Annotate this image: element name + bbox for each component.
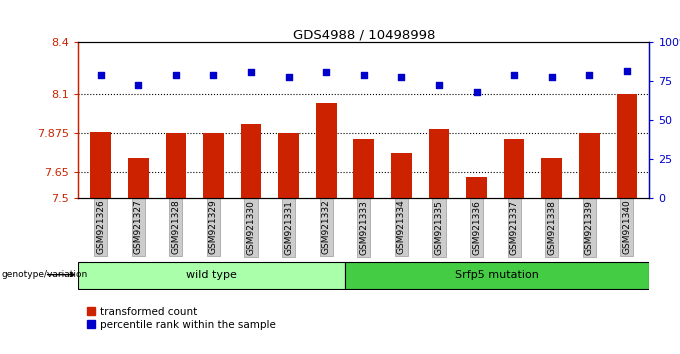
Point	[171, 72, 182, 78]
Text: Srfp5 mutation: Srfp5 mutation	[456, 270, 539, 280]
Point	[546, 74, 557, 80]
Text: wild type: wild type	[186, 270, 237, 280]
Point	[95, 72, 106, 78]
Bar	[354, 139, 374, 198]
Bar	[504, 138, 524, 198]
Bar	[579, 133, 600, 198]
Title: GDS4988 / 10498998: GDS4988 / 10498998	[292, 28, 435, 41]
Point	[471, 90, 482, 95]
Bar	[316, 103, 337, 198]
Bar	[203, 133, 224, 198]
Bar	[541, 159, 562, 198]
Bar	[428, 129, 449, 198]
Point	[245, 69, 256, 75]
Point	[584, 72, 595, 78]
Point	[133, 82, 143, 87]
Point	[283, 74, 294, 80]
Bar	[345, 262, 649, 289]
Bar	[466, 177, 487, 198]
Bar	[165, 133, 186, 198]
Bar	[78, 262, 345, 289]
Point	[358, 72, 369, 78]
Text: genotype/variation: genotype/variation	[1, 270, 88, 279]
Bar	[241, 124, 261, 198]
Point	[396, 74, 407, 80]
Point	[622, 68, 632, 73]
Point	[509, 72, 520, 78]
Bar	[391, 153, 411, 198]
Point	[321, 69, 332, 75]
Bar	[278, 133, 299, 198]
Bar	[128, 159, 149, 198]
Point	[434, 82, 445, 87]
Bar	[617, 95, 637, 198]
Legend: transformed count, percentile rank within the sample: transformed count, percentile rank withi…	[84, 303, 280, 334]
Point	[208, 72, 219, 78]
Bar	[90, 132, 111, 198]
